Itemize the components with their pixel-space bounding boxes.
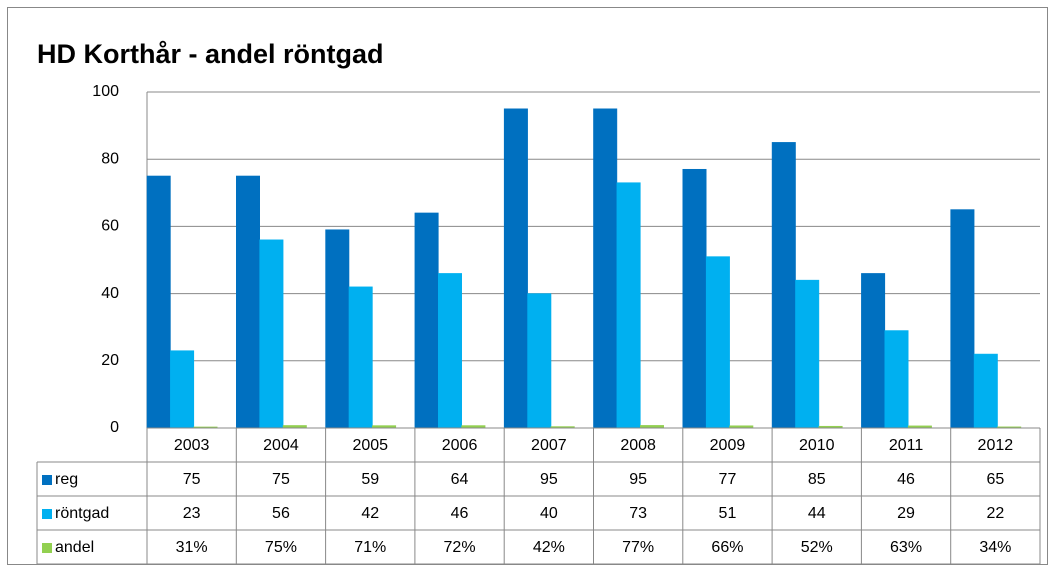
table-cell: 75%: [265, 539, 297, 556]
legend-label: reg: [55, 471, 78, 488]
y-tick-label: 60: [101, 218, 119, 235]
x-tick-label: 2010: [799, 437, 835, 454]
table-cell: 51: [719, 505, 737, 522]
table-cell: 42: [361, 505, 379, 522]
table-cell: 22: [986, 505, 1004, 522]
x-tick-label: 2007: [531, 437, 567, 454]
bar: [884, 330, 909, 429]
y-tick-label: 100: [92, 83, 119, 100]
table-cell: 34%: [979, 539, 1011, 556]
table-cell: 63%: [890, 539, 922, 556]
x-tick-label: 2003: [174, 437, 210, 454]
bar: [973, 353, 998, 429]
table-cell: 71%: [354, 539, 386, 556]
bar: [236, 175, 260, 429]
table-cell: 77: [719, 471, 737, 488]
x-tick-label: 2009: [710, 437, 746, 454]
table-cell: 31%: [176, 539, 208, 556]
table-cell: 46: [897, 471, 915, 488]
table-cell: 42%: [533, 539, 565, 556]
bar: [348, 286, 373, 429]
table-cell: 75: [183, 471, 201, 488]
table-cell: 72%: [444, 539, 476, 556]
table-cell: 65: [986, 471, 1004, 488]
legend-key: [42, 543, 52, 553]
bar: [616, 182, 641, 429]
table-cell: 52%: [801, 539, 833, 556]
y-tick-label: 40: [101, 285, 119, 302]
table-cell: 73: [629, 505, 647, 522]
table-cell: 75: [272, 471, 290, 488]
bar: [437, 273, 462, 429]
bar: [795, 279, 820, 429]
table-cell: 40: [540, 505, 558, 522]
bar: [705, 256, 730, 429]
x-tick-label: 2008: [620, 437, 656, 454]
x-tick-label: 2012: [978, 437, 1014, 454]
table-cell: 66%: [711, 539, 743, 556]
legend-key: [42, 475, 52, 485]
x-tick-label: 2011: [889, 437, 924, 454]
table-cell: 95: [540, 471, 558, 488]
y-tick-label: 0: [110, 419, 119, 436]
table-cell: 77%: [622, 539, 654, 556]
bar: [146, 175, 171, 429]
table-cell: 29: [897, 505, 915, 522]
bar: [503, 108, 528, 429]
bar: [861, 273, 886, 429]
y-tick-label: 80: [101, 150, 119, 167]
bar: [170, 350, 195, 429]
table-cell: 56: [272, 505, 290, 522]
bar: [527, 293, 552, 429]
table-cell: 95: [629, 471, 647, 488]
bar: [682, 168, 707, 429]
x-tick-label: 2005: [352, 437, 388, 454]
bar: [325, 229, 350, 429]
legend-key: [42, 509, 52, 519]
bar: [593, 108, 618, 429]
table-cell: 23: [183, 505, 201, 522]
bar: [259, 239, 284, 429]
x-tick-label: 2004: [263, 437, 299, 454]
chart-title: HD Korthår - andel röntgad: [37, 39, 384, 69]
table-cell: 85: [808, 471, 826, 488]
y-tick-label: 20: [101, 352, 119, 369]
table-cell: 46: [451, 505, 469, 522]
table-cell: 59: [361, 471, 379, 488]
bar: [771, 142, 796, 429]
table-cell: 64: [451, 471, 469, 488]
legend-label: röntgad: [55, 505, 109, 522]
bar: [414, 212, 439, 429]
bar: [950, 209, 975, 429]
legend-label: andel: [55, 539, 94, 556]
x-tick-label: 2006: [442, 437, 478, 454]
table-cell: 44: [808, 505, 826, 522]
